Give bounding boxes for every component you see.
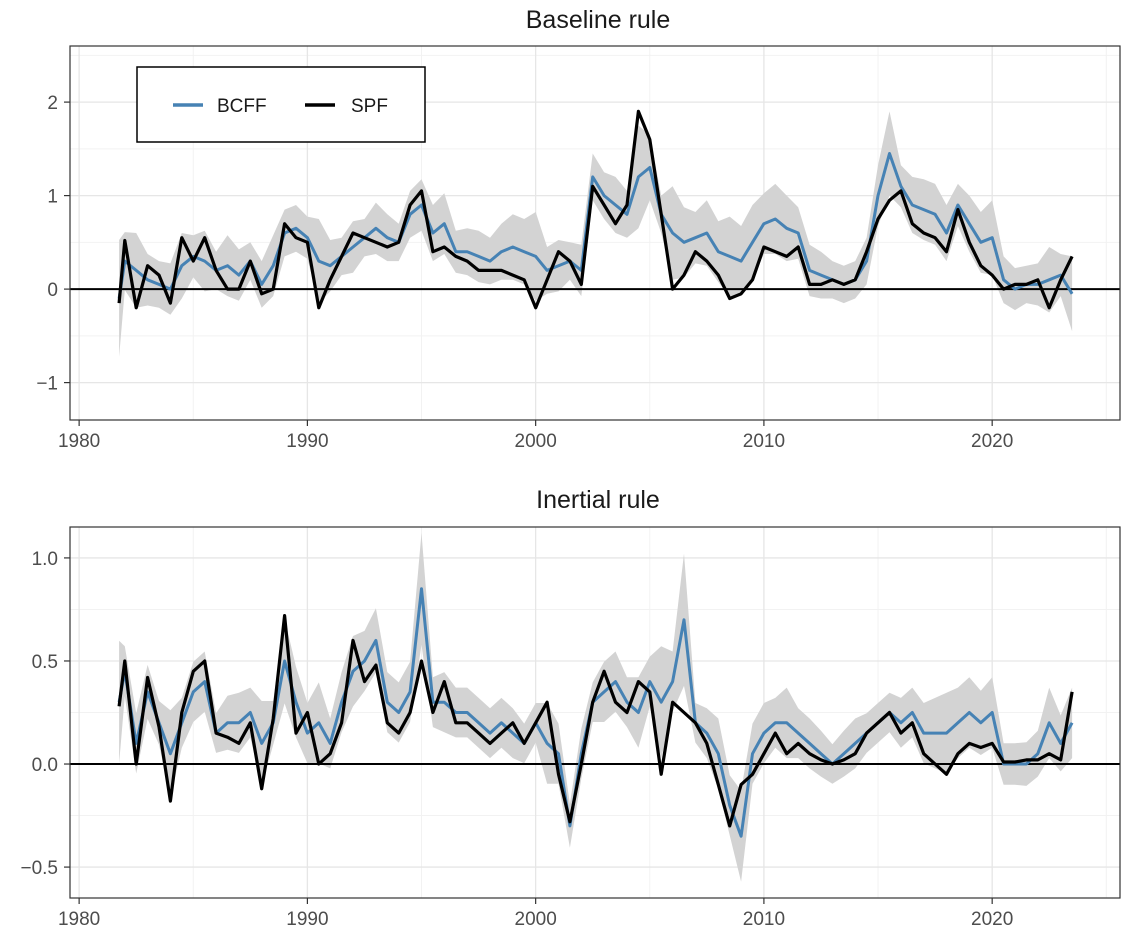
panel-title: Baseline rule xyxy=(526,6,671,34)
y-tick-label: 1.0 xyxy=(32,549,58,570)
panel-baseline: Baseline rule 1980 1990 2000 2010 2020−1012 … xyxy=(36,6,1121,452)
y-tick-label: 2 xyxy=(47,93,58,114)
plot-border xyxy=(69,526,1121,899)
series-line-bcff xyxy=(117,152,1074,299)
plot-area xyxy=(70,527,1120,898)
confidence-band xyxy=(119,111,1073,357)
x-tick-label: 1980 xyxy=(58,431,100,452)
x-tick-label: 1990 xyxy=(286,431,328,452)
legend: BCFF SPF xyxy=(136,66,426,143)
y-tick-label: −0.5 xyxy=(20,858,58,879)
x-tick-label: 2010 xyxy=(743,431,785,452)
series-line-spf xyxy=(117,613,1074,828)
y-tick-label: 1 xyxy=(47,187,58,208)
legend-label-spf: SPF xyxy=(351,96,388,117)
series-line-spf xyxy=(117,109,1074,310)
x-tick-label: 1990 xyxy=(286,909,328,930)
x-tick-label: 2000 xyxy=(515,909,557,930)
y-tick-label: 0 xyxy=(47,280,58,301)
panel-title: Inertial rule xyxy=(536,486,660,514)
confidence-band xyxy=(119,533,1073,882)
panel-inertial: Inertial rule 1980 1990 2000 2010 2020 −0.5 0.… xyxy=(20,486,1121,930)
axes: 1980 1990 2000 2010 2020 −1 0 1 2 xyxy=(36,93,1013,452)
plot-area xyxy=(70,46,1120,420)
x-tick-label: 2000 xyxy=(515,431,557,452)
plot-border xyxy=(69,45,1121,421)
y-tick-label: 0.0 xyxy=(32,755,58,776)
x-tick-label: 2020 xyxy=(971,909,1013,930)
y-tick-label: −1 xyxy=(36,374,58,395)
legend-label-bcff: BCFF xyxy=(217,96,267,117)
x-tick-label: 2020 xyxy=(971,431,1013,452)
x-tick-label: 2010 xyxy=(743,909,785,930)
axes: 1980 1990 2000 2010 2020 −0.5 0.0 0.5 1.0 xyxy=(20,549,1013,930)
y-tick-label: 0.5 xyxy=(32,652,58,673)
x-tick-label: 1980 xyxy=(58,909,100,930)
